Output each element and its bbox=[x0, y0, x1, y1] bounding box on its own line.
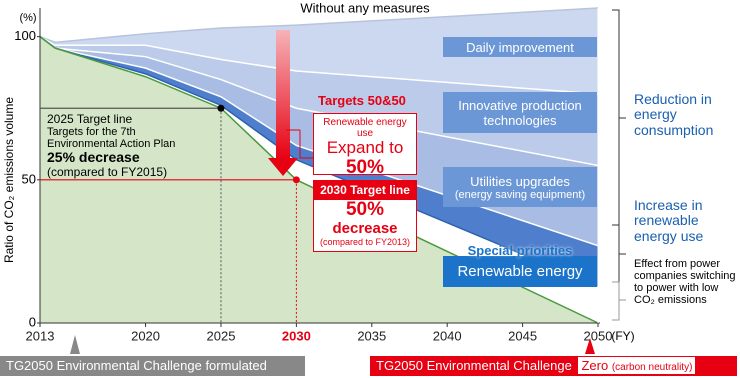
target-box: 2030 Target line 50% decrease (compared … bbox=[313, 180, 417, 252]
banner: TG2050 Environmental Challenge Zero (car… bbox=[370, 356, 737, 376]
pointer bbox=[70, 335, 80, 354]
series-line bbox=[39, 35, 599, 95]
series-line bbox=[39, 7, 599, 44]
box-line: 50% bbox=[345, 156, 385, 178]
annotation: 2025 Target line Targets for the 7th Env… bbox=[47, 112, 197, 179]
y-tick-label: 0 bbox=[29, 314, 36, 329]
x-tick-label: 2020 bbox=[131, 328, 160, 343]
bracket-label: Reduction in energy consumption bbox=[634, 91, 714, 138]
bracket bbox=[612, 9, 626, 226]
x-tick-label: 2035 bbox=[357, 328, 386, 343]
y-unit: (%) bbox=[19, 12, 36, 24]
arrow-head bbox=[268, 158, 298, 176]
x-tick-label: 2050 bbox=[584, 328, 613, 343]
series-box: Utilities upgrades (energy saving equipme… bbox=[443, 167, 597, 207]
bracket bbox=[612, 281, 626, 321]
box-line: (compared to FY2013) bbox=[319, 236, 411, 247]
series-label: Daily improvement bbox=[466, 39, 574, 55]
x-tick-label: 2013 bbox=[26, 328, 55, 343]
target-box: Renewable energy use Expand to 50% bbox=[313, 113, 417, 178]
x-tick-label: 2045 bbox=[508, 328, 537, 343]
box-line: 2030 Target line bbox=[314, 181, 416, 201]
series-label: Renewable energy bbox=[457, 263, 583, 280]
banner-text: Zero bbox=[581, 358, 609, 373]
annotation-line: Targets for the 7th Environmental Action… bbox=[47, 126, 176, 151]
series-label: Without any measures bbox=[300, 0, 430, 15]
target-point bbox=[292, 176, 300, 184]
x-unit: (FY) bbox=[611, 329, 634, 343]
pointer bbox=[585, 338, 595, 354]
bracket bbox=[612, 224, 626, 283]
annotation-line: 2025 Target line bbox=[47, 112, 133, 126]
box-line: Expand to bbox=[326, 138, 404, 157]
series-tag: Special priorities bbox=[467, 243, 573, 258]
annotation-line: (compared to FY2015) bbox=[47, 164, 168, 179]
banner-zero: Zero (carbon neutrality) bbox=[578, 357, 696, 374]
x-tick-label: 2030 bbox=[282, 328, 311, 343]
heading: Targets 50&50 bbox=[318, 93, 406, 108]
series-label: Innovative production technologies bbox=[458, 97, 582, 128]
banner: TG2050 Environmental Challenge formulate… bbox=[0, 356, 305, 376]
y-tick-label: 100 bbox=[14, 28, 36, 43]
series-box: Innovative production technologies bbox=[443, 92, 597, 133]
arrow bbox=[276, 30, 290, 160]
y-label: Ratio of CO₂ emissions volume bbox=[2, 97, 16, 263]
series-box: Daily improvement bbox=[443, 37, 597, 57]
band-fill bbox=[40, 36, 598, 166]
x-tick-label: 2040 bbox=[433, 328, 462, 343]
box-line: decrease bbox=[332, 220, 398, 238]
x-tick-label: 2025 bbox=[207, 328, 236, 343]
bracket-label: Effect from power companies switching to… bbox=[634, 258, 736, 307]
target-point bbox=[217, 104, 225, 112]
banner-text: TG2050 Environmental Challenge bbox=[376, 358, 572, 373]
series-box: Renewable energy bbox=[443, 256, 597, 287]
connector bbox=[286, 129, 313, 159]
banner-text: (carbon neutrality) bbox=[611, 362, 693, 373]
box-line: Renewable energy use bbox=[323, 117, 407, 139]
bracket-label: Increase in renewable energy use bbox=[634, 197, 704, 244]
series-sublabel: (energy saving equipment) bbox=[454, 188, 586, 201]
box-line: 50% bbox=[345, 199, 385, 221]
series-label: Utilities upgrades bbox=[470, 173, 570, 189]
band-fill bbox=[40, 8, 598, 94]
annotation-line: 25% decrease bbox=[47, 149, 140, 166]
y-tick-label: 50 bbox=[22, 171, 36, 186]
